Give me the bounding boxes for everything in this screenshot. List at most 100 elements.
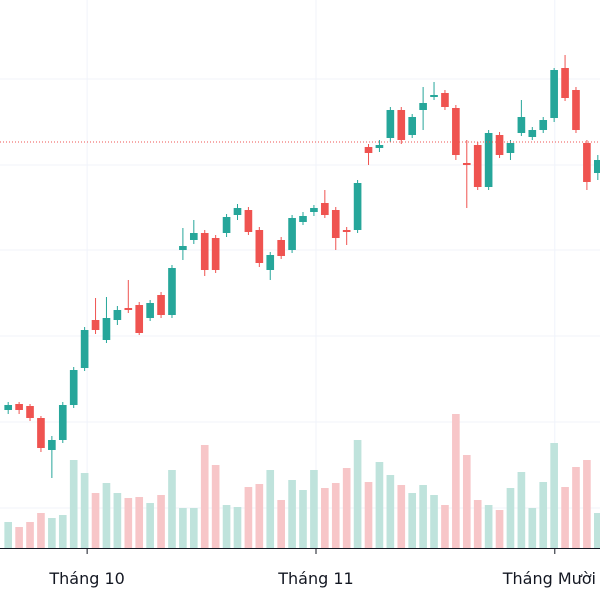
volume-bar — [233, 507, 242, 548]
candle-body — [4, 405, 13, 410]
volume-bar — [37, 513, 45, 548]
volume-bar — [244, 487, 253, 548]
volume-bar — [15, 527, 23, 548]
candle-body — [102, 318, 111, 340]
candle-body — [288, 218, 296, 250]
candle-body — [572, 90, 580, 130]
candle-body — [277, 240, 285, 256]
volume-bar — [310, 470, 318, 548]
candle-body — [266, 255, 275, 270]
x-tick-label: Tháng 10 — [48, 569, 124, 588]
candle-body — [386, 110, 395, 138]
candle-body — [462, 163, 471, 165]
candle-body — [441, 93, 449, 107]
candle-body — [233, 208, 242, 215]
volume-bar — [146, 503, 154, 548]
candle-body — [211, 238, 220, 270]
candle-body — [135, 305, 144, 333]
candle-body — [255, 230, 264, 263]
candle-body — [419, 103, 427, 110]
candle-body — [48, 440, 56, 450]
candle-body — [517, 117, 526, 133]
volume-bar — [550, 443, 558, 548]
volume-bar — [113, 493, 122, 548]
candle-body — [408, 117, 417, 135]
candle-body — [331, 210, 340, 238]
volume-bar — [364, 482, 373, 548]
volume-bar — [299, 490, 307, 548]
volume-bar — [69, 460, 78, 548]
candle-body — [200, 233, 209, 270]
volume-bar — [157, 495, 165, 548]
candle-body — [26, 406, 34, 418]
candle-body — [539, 120, 548, 130]
volume-bar — [397, 485, 406, 548]
volume-bar — [277, 500, 285, 548]
candle-body — [91, 320, 100, 330]
volume-bar — [58, 515, 67, 548]
volume-bar — [452, 414, 460, 548]
volume-bar — [179, 508, 187, 548]
volume-bar — [408, 493, 417, 548]
x-tick-label: Tháng 11 — [277, 569, 353, 588]
candle-body — [15, 404, 23, 410]
candle-body — [506, 143, 515, 153]
volume-bar — [168, 470, 176, 548]
volume-bar — [4, 522, 13, 548]
candle-body — [113, 310, 122, 320]
volume-bar — [321, 488, 329, 548]
volume-bar — [135, 497, 144, 548]
candle-body — [593, 160, 600, 173]
candle-body — [168, 268, 176, 315]
volume-bar — [102, 483, 111, 548]
candle-body — [583, 143, 591, 182]
candle-body — [364, 147, 373, 153]
volume-bar — [495, 510, 504, 548]
volume-bar — [91, 493, 100, 548]
candle-body — [146, 303, 154, 318]
candle-body — [473, 145, 482, 187]
volume-bar — [484, 505, 493, 548]
candle-body — [222, 217, 231, 233]
volume-bar — [26, 522, 34, 548]
volume-bar — [386, 475, 395, 548]
candle-body — [124, 308, 133, 310]
volume-bar — [561, 487, 569, 548]
volume-bar — [211, 465, 220, 548]
candle-body — [397, 110, 406, 140]
candle-body — [484, 133, 493, 187]
volume-bar — [80, 473, 89, 548]
volume-bar — [419, 485, 427, 548]
candle-body — [69, 370, 78, 405]
candle-body — [310, 208, 318, 212]
volume-bar — [517, 472, 526, 548]
candle-body — [299, 216, 307, 222]
candle-body — [561, 68, 569, 98]
candle-body — [528, 130, 537, 137]
x-tick-label: Tháng Mười — [502, 569, 596, 588]
volume-bar — [593, 513, 600, 548]
candle-body — [495, 135, 504, 155]
volume-bar — [342, 468, 351, 548]
volume-bar — [288, 480, 296, 548]
candle-body — [244, 210, 253, 232]
volume-bar — [539, 482, 548, 548]
volume-bar — [189, 508, 198, 548]
volume-bar — [506, 488, 515, 548]
candle-body — [375, 145, 384, 148]
candle-body — [37, 418, 45, 448]
volume-bar — [48, 518, 56, 548]
volume-bar — [473, 500, 482, 548]
volume-bar — [430, 495, 438, 548]
volume-bar — [266, 470, 275, 548]
volume-bar — [353, 440, 362, 548]
volume-bar — [200, 445, 209, 548]
candle-body — [550, 70, 558, 118]
candle-body — [430, 95, 438, 97]
volume-bar — [441, 505, 449, 548]
volume-bar — [331, 483, 340, 548]
volume-bar — [222, 505, 231, 548]
candle-body — [157, 295, 165, 315]
candle-body — [452, 108, 460, 155]
